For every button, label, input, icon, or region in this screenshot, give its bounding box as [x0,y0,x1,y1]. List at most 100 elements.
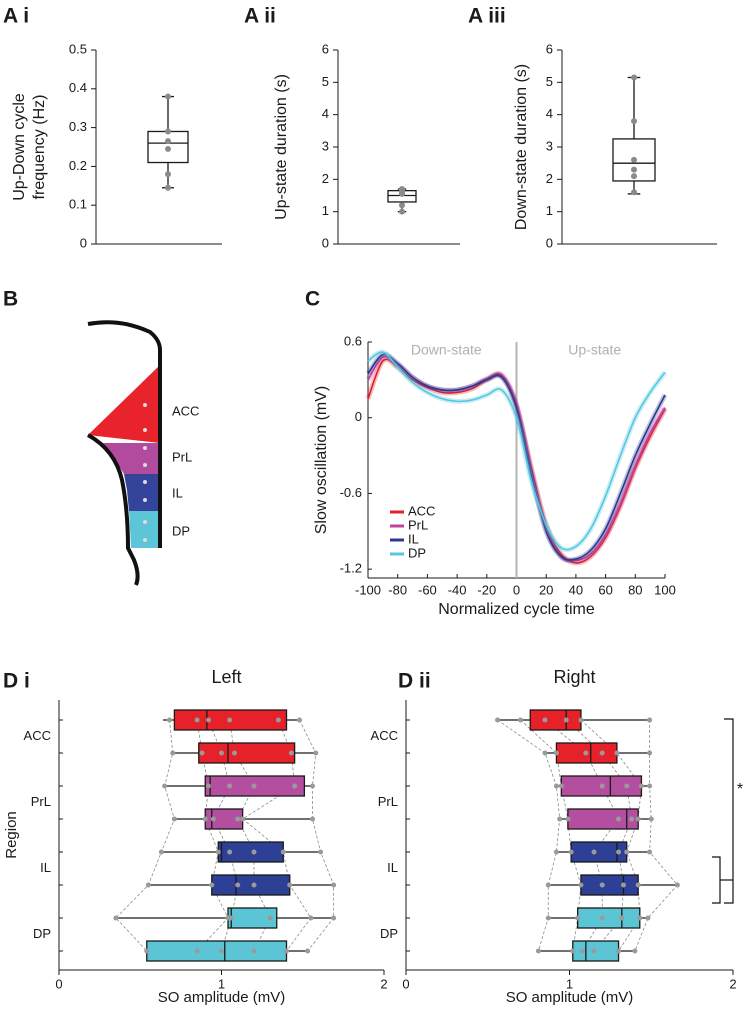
data-point [575,915,581,921]
y-axis-label: Up-Down cycle [11,93,28,201]
y-axis-label: frequency (Hz) [31,95,48,200]
data-point [631,173,637,180]
data-point [202,816,208,822]
y-tick-label: 0 [80,235,87,250]
data-point [305,948,311,954]
data-point [553,750,559,756]
data-point [227,849,233,855]
box [580,874,639,896]
data-point [251,783,257,789]
region-label: PrL [172,449,192,464]
data-point [648,816,654,822]
data-point [228,915,234,921]
chart-title: Right [553,667,595,687]
subject-link [196,719,229,952]
region-label: ACC [172,403,199,418]
annotation: Up-state [568,342,621,358]
region-prl [100,443,160,474]
subject-link [115,719,175,952]
data-point [171,816,177,822]
category-label: IL [387,860,398,875]
data-point [251,849,257,855]
outline-lateral [87,433,140,586]
data-point [310,783,315,789]
data-point [113,915,119,921]
y-tick-label: 6 [546,41,553,56]
outline-medial [87,320,162,548]
data-point [635,882,641,888]
data-point [674,882,680,888]
data-point [251,948,257,954]
data-point [545,882,551,888]
data-point [313,750,319,756]
data-point [167,717,172,723]
data-point [568,849,574,855]
significance-bracket [712,718,734,904]
y-tick-label: 0 [355,409,362,424]
data-point [280,849,286,855]
data-point [287,882,293,888]
data-point [495,717,501,723]
data-point [535,948,541,954]
electrode-dots [143,403,147,542]
panel-label: B [3,288,18,311]
x-tick-label: 1 [218,976,225,991]
data-point [619,915,625,921]
subject-link [229,719,271,952]
data-point [545,915,551,921]
y-tick-label: 5 [546,74,553,89]
data-point [199,750,205,756]
panel-label: C [305,288,320,311]
data-point [580,948,586,954]
data-point [624,849,630,855]
chart-title: Left [211,667,241,687]
x-tick-label: 20 [539,582,553,597]
y-tick-label: 1 [546,203,553,218]
category-label: PrL [378,794,398,809]
data-point [583,750,589,756]
y-tick-label: 0.2 [69,158,87,173]
legend-label: ACC [408,503,435,518]
legend-label: IL [408,531,419,546]
data-point [631,74,637,81]
data-point [624,783,630,789]
y-axis-label: Slow oscillation (mV) [313,386,330,534]
data-point [267,915,273,921]
data-point [599,750,605,756]
x-tick-label: 0 [55,976,62,991]
data-point [162,783,168,789]
data-point [616,849,622,855]
legend-label: DP [408,545,426,560]
data-point [616,948,622,954]
data-point [219,750,224,756]
data-point [251,882,257,888]
data-point [165,145,171,152]
y-tick-label: -0.6 [340,485,362,500]
series-line [367,353,666,561]
x-tick-label: -40 [448,582,467,597]
subject-link [299,719,335,952]
data-point [637,915,643,921]
y-tick-label: 3 [322,138,329,153]
data-point [591,849,597,855]
data-point [616,816,622,822]
data-point [638,783,644,789]
data-point [570,948,576,954]
subject-link [634,720,678,952]
data-point [542,750,548,756]
y-tick-label: 0.5 [69,41,87,56]
data-point [565,816,571,822]
region-label: IL [172,485,183,500]
data-point [557,816,563,822]
x-tick-label: -80 [388,582,407,597]
box [146,940,288,962]
region-acc [88,365,160,443]
data-point [240,816,246,822]
data-point [331,882,337,888]
data-point [275,717,281,723]
data-point [165,138,171,145]
data-point [578,717,584,723]
x-axis-label: SO amplitude (mV) [158,989,286,1006]
data-point [629,816,635,822]
